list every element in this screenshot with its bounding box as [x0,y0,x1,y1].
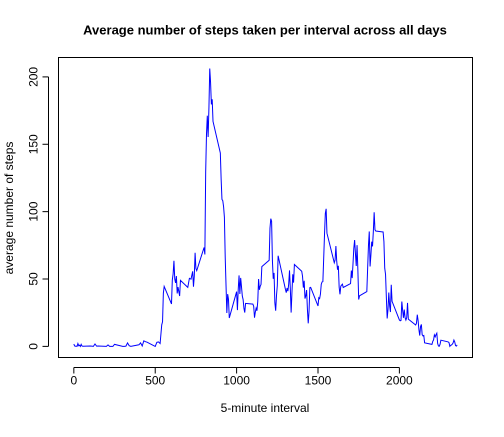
y-tick-label: 150 [27,134,41,154]
x-tick-label: 1000 [223,374,250,388]
chart-title: Average number of steps taken per interv… [83,22,447,37]
x-tick-label: 0 [70,374,77,388]
x-tick-label: 2000 [386,374,413,388]
y-tick-label: 100 [27,201,41,221]
data-line [73,68,458,348]
plot-frame [58,57,473,358]
x-tick-label: 500 [145,374,165,388]
x-axis-label: 5-minute interval [221,401,310,415]
y-axis-label: average number of steps [2,142,16,275]
y-tick-label: 0 [27,343,41,350]
y-tick-label: 50 [27,272,41,286]
y-tick-label: 200 [27,67,41,87]
x-tick-label: 1500 [305,374,332,388]
